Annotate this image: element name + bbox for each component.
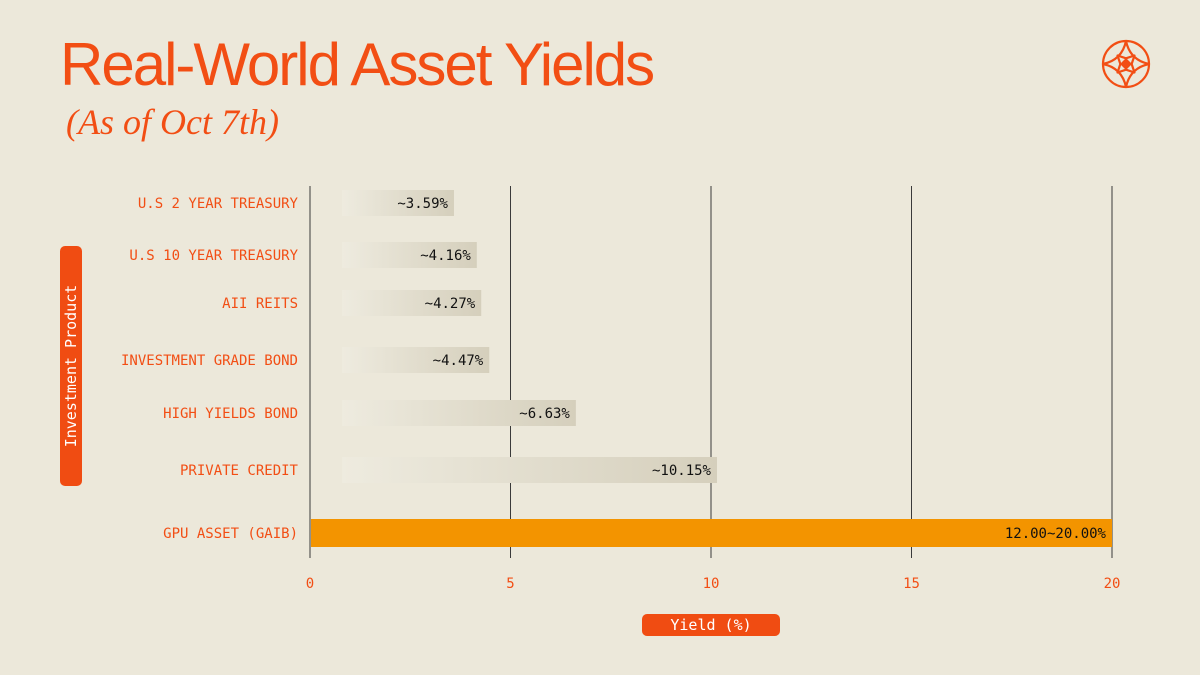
value-label: 12.00~20.00%: [1005, 526, 1107, 542]
value-label: ~6.63%: [519, 406, 570, 422]
grid-lines: [309, 186, 1113, 558]
compass-star-icon: [1101, 39, 1151, 89]
x-tick-label: 10: [703, 576, 720, 592]
chart-subtitle: (As of Oct 7th): [66, 102, 279, 142]
x-tick-label: 20: [1104, 576, 1121, 592]
y-axis-label: Investment Product: [60, 246, 82, 486]
category-label: HIGH YIELDS BOND: [163, 406, 298, 422]
labels: 0 5 10 15 20 U.S 2 YEAR TREASURY ~3.59% U.S 10 …: [121, 196, 1120, 592]
bar: [342, 290, 482, 316]
bar: [311, 519, 1112, 547]
value-label: ~10.15%: [652, 463, 712, 479]
category-label: AII REITS: [222, 296, 298, 312]
bar: [342, 457, 718, 483]
value-label: ~4.16%: [420, 248, 471, 264]
bars: [311, 190, 1112, 547]
category-label: INVESTMENT GRADE BOND: [121, 353, 298, 369]
chart-title: Real-World Asset Yields: [60, 31, 655, 98]
bar: [342, 400, 576, 426]
value-label: ~4.27%: [425, 296, 476, 312]
x-tick-label: 5: [506, 576, 514, 592]
category-label: PRIVATE CREDIT: [180, 463, 299, 479]
value-label: ~3.59%: [397, 196, 448, 212]
bar: [342, 347, 490, 373]
bar: [342, 242, 477, 268]
x-tick-label: 0: [306, 576, 314, 592]
bar: [342, 190, 454, 216]
category-label: U.S 10 YEAR TREASURY: [129, 248, 298, 264]
category-label: U.S 2 YEAR TREASURY: [138, 196, 299, 212]
x-axis-label: Yield (%): [642, 614, 780, 636]
x-tick-label: 15: [903, 576, 920, 592]
value-label: ~4.47%: [433, 353, 484, 369]
category-label: GPU ASSET (GAIB): [163, 526, 298, 542]
